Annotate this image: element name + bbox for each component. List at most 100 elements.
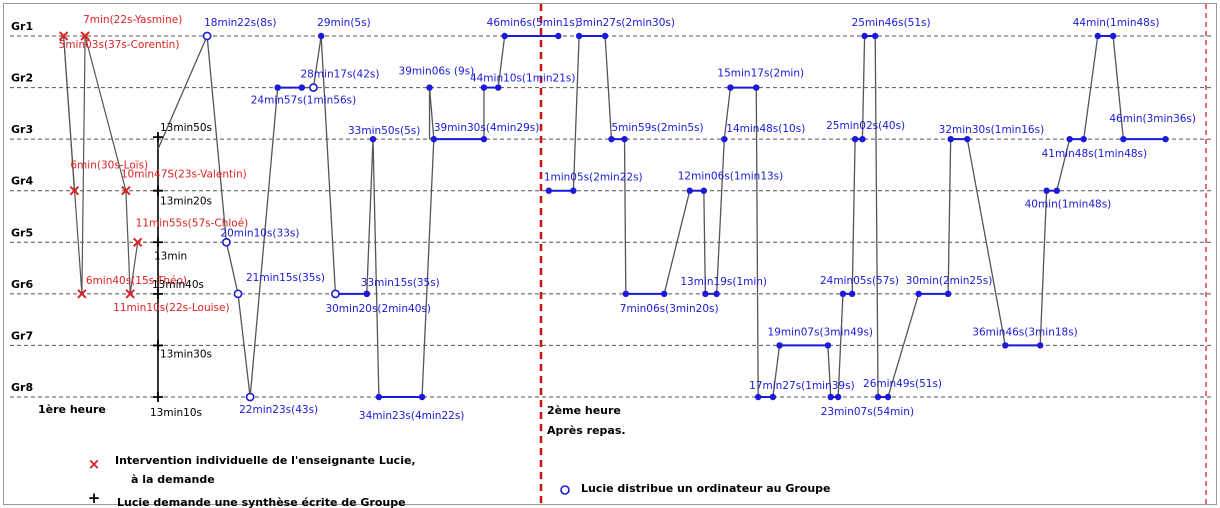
visit-marker	[1002, 342, 1009, 349]
computer-distribution-marker	[331, 289, 340, 299]
visit-end-marker	[601, 32, 609, 40]
visit-label: 23min07s(54min)	[821, 406, 914, 418]
visit-path-line	[206, 35, 228, 243]
visit-path-line	[755, 87, 759, 397]
synthesis-label: 13min10s	[150, 407, 202, 419]
visit-label: 22min23s(43s)	[239, 404, 318, 416]
computer-distribution-marker	[202, 31, 212, 41]
visit-label: 28min17s(42s)	[300, 69, 379, 81]
visit-label: 12min06s(1min13s)	[678, 171, 784, 183]
visit-path-line	[703, 190, 707, 294]
visit-end-marker	[1080, 135, 1087, 143]
teacher-intervention-marker	[125, 289, 135, 299]
visit-duration-segments	[277, 35, 1166, 398]
visit-end-marker	[884, 393, 892, 401]
computer-distribution-marker	[222, 237, 231, 247]
visit-path-line	[966, 139, 1006, 346]
synthesis-label: 13min30s	[160, 348, 212, 360]
synthesis-marker	[153, 185, 163, 196]
visit-end-marker	[872, 32, 879, 40]
legend-circle-text: Lucie distribue un ordinateur au Groupe	[581, 482, 831, 495]
visit-path-line	[1083, 35, 1099, 140]
visit-marker	[915, 290, 922, 298]
visit-end-marker	[944, 290, 952, 298]
group-label: Gr2	[11, 72, 33, 85]
visit-path-line	[715, 139, 725, 294]
synthesis-marker	[153, 340, 163, 351]
group-label: Gr4	[11, 175, 33, 188]
teacher-intervention-label: 6min(30s-Loïs)	[70, 160, 148, 172]
visit-marker	[702, 290, 709, 298]
synthesis-marker	[153, 391, 163, 402]
visit-path-line	[827, 345, 832, 398]
visit-label: 3min27s(2min30s)	[576, 17, 675, 29]
visit-end-marker	[824, 342, 832, 349]
visit-path-line	[428, 87, 435, 140]
visit-path-line	[572, 35, 580, 191]
visit-label: 33min15s(35s)	[361, 277, 440, 289]
teacher-intervention-marker	[80, 31, 90, 41]
visit-label: 25min46s(51s)	[852, 17, 931, 29]
visit-marker	[947, 135, 954, 143]
visit-marker	[686, 187, 693, 194]
legend-circle-symbol	[560, 485, 570, 495]
visit-label: 44min10s(1min21s)	[470, 73, 576, 85]
visit-marker	[426, 84, 433, 91]
visit-marker	[622, 290, 630, 298]
visit-path-line	[366, 139, 374, 294]
visit-marker	[776, 342, 783, 349]
synthesis-label: 13min40s	[152, 279, 204, 291]
teacher-intervention-label: 5min03s(37s-Corentin)	[59, 39, 180, 51]
teacher-intervention-marker	[132, 237, 143, 247]
visit-path-line	[874, 35, 879, 397]
visit-path-line	[249, 87, 279, 398]
visit-path-line	[372, 139, 380, 398]
visit-marker	[545, 187, 553, 194]
visit-end-marker	[1037, 342, 1044, 349]
visit-label: 13min19s(1min)	[680, 276, 767, 288]
teacher-path-line	[84, 35, 127, 191]
visit-label: 17min27s(1min39s)	[749, 380, 855, 392]
visit-path-line	[837, 293, 844, 398]
teacher-path-line	[63, 35, 75, 191]
synthesis-marker	[153, 237, 163, 248]
visit-end-marker	[1053, 187, 1061, 194]
computer-distribution-marker	[309, 83, 318, 92]
visit-marker	[1066, 135, 1073, 143]
visit-marker	[501, 32, 508, 40]
visit-path-line	[887, 293, 920, 398]
visit-end-marker	[570, 187, 577, 194]
visit-label: 36min46s(3min18s)	[972, 326, 1078, 338]
visit-path-line	[497, 35, 506, 88]
visit-label: 14min48s(10s)	[726, 123, 805, 135]
visit-label: 30min(2min25s)	[906, 275, 993, 287]
visit-label: 1min05s(2min22s)	[544, 172, 643, 184]
visit-marker	[1094, 32, 1101, 40]
visit-end-marker	[769, 393, 777, 401]
teacher-intervention-label: 11min55s(57s-Chloé)	[136, 217, 249, 229]
teacher-path-line	[125, 190, 131, 294]
visit-marker	[575, 32, 583, 40]
group-gridlines	[3, 3, 1217, 505]
visit-path-line	[861, 35, 866, 140]
teacher-intervention-label: 11min10s(22s-Louise)	[113, 302, 229, 314]
visit-marker	[721, 135, 728, 143]
visit-path-line	[1112, 35, 1124, 140]
visit-path-line	[421, 139, 435, 398]
visit-path-line	[1039, 190, 1048, 346]
visit-path-line	[312, 35, 322, 88]
visit-label: 19min07s(3min49s)	[768, 326, 874, 338]
visit-end-marker	[298, 84, 306, 91]
visit-label: 20min10s(33s)	[220, 227, 299, 239]
visit-label: 24min05s(57s)	[820, 275, 899, 287]
visit-marker	[480, 84, 488, 91]
synthesis-marker	[153, 288, 163, 299]
visit-end-marker	[480, 135, 488, 143]
teacher-intervention-label: 6min40s(15s-Théo)	[86, 275, 187, 287]
visit-end-marker	[495, 84, 502, 91]
visit-label: 32min30s(1min16s)	[939, 124, 1045, 136]
hour2-sublabel: Après repas.	[547, 424, 626, 437]
visit-marker	[430, 135, 438, 143]
visit-end-marker	[753, 84, 760, 91]
